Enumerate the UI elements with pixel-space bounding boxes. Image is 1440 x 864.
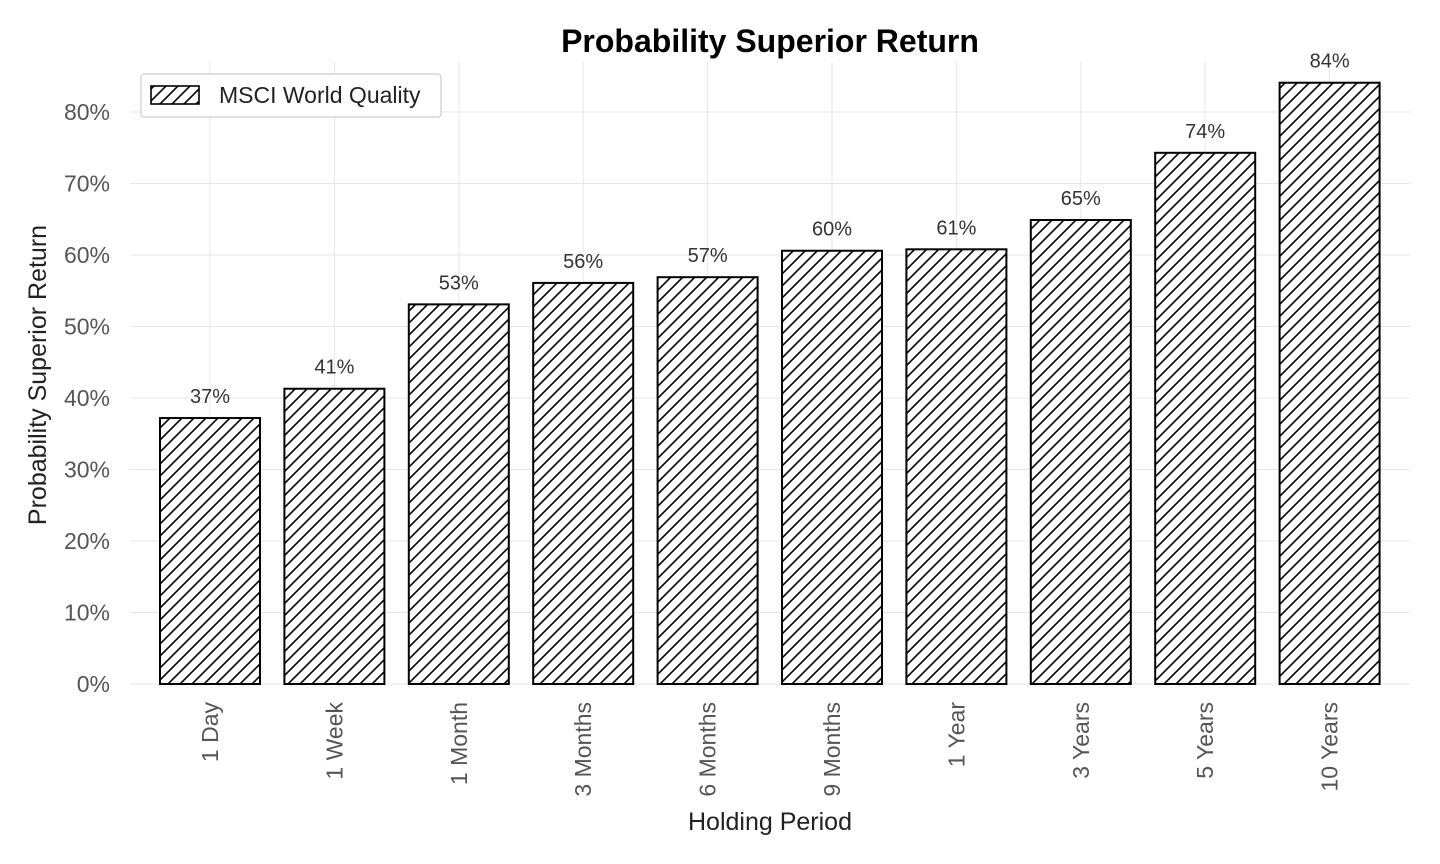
x-tick-label: 9 Months	[819, 702, 845, 797]
x-axis-ticks: 1 Day 1 Week 1 Month 3 Months 6 Months 9 Mont…	[197, 702, 1343, 797]
y-tick-label: 70%	[64, 171, 110, 197]
y-tick-label: 40%	[64, 385, 110, 411]
data-label: 60%	[812, 219, 852, 241]
x-tick-label: 10 Years	[1317, 702, 1343, 792]
data-labels: 37% 41% 53% 56% 57% 60% 61% 65% 74% 84%	[190, 51, 1350, 408]
x-tick-label: 3 Months	[570, 702, 596, 797]
bar	[159, 417, 261, 685]
data-label: 61%	[936, 217, 976, 239]
bar	[1278, 81, 1381, 685]
data-label: 74%	[1185, 121, 1225, 143]
bar	[1029, 219, 1132, 686]
y-tick-label: 50%	[64, 314, 110, 340]
x-tick-label: 1 Day	[197, 702, 223, 763]
legend: MSCI World Quality	[140, 73, 442, 118]
data-label: 84%	[1310, 51, 1350, 73]
bar	[532, 281, 635, 685]
data-label: 56%	[563, 251, 603, 273]
bar	[781, 249, 883, 685]
y-tick-label: 30%	[64, 457, 110, 483]
legend-box	[140, 73, 442, 118]
y-tick-label: 0%	[77, 671, 110, 697]
y-tick-label: 20%	[64, 528, 110, 554]
legend-swatch	[150, 85, 200, 105]
x-tick-label: 1 Year	[943, 702, 969, 768]
bar	[407, 303, 510, 685]
bar	[656, 276, 759, 685]
y-axis-ticks: 0% 10% 20% 30% 40% 50% 60% 70% 80%	[64, 99, 110, 697]
x-axis-label: Holding Period	[688, 808, 852, 836]
bar	[283, 387, 386, 685]
y-tick-label: 80%	[64, 99, 110, 125]
bar	[1154, 151, 1257, 685]
data-label: 53%	[439, 272, 479, 294]
x-tick-label: 6 Months	[695, 702, 721, 797]
x-tick-label: 1 Month	[446, 702, 472, 785]
bar	[905, 248, 1008, 685]
bars	[159, 81, 1381, 686]
data-label: 57%	[688, 245, 728, 267]
x-tick-label: 3 Years	[1068, 702, 1094, 779]
data-label: 41%	[314, 357, 354, 379]
x-tick-label: 5 Years	[1192, 702, 1218, 779]
y-axis-label: Probability Superior Return	[24, 225, 52, 525]
y-tick-label: 60%	[64, 242, 110, 268]
legend-label: MSCI World Quality	[219, 82, 421, 108]
y-tick-label: 10%	[64, 600, 110, 626]
data-label: 65%	[1061, 188, 1101, 210]
chart-title: Probability Superior Return	[561, 23, 979, 59]
x-tick-label: 1 Week	[321, 702, 347, 780]
data-label: 37%	[190, 386, 230, 408]
